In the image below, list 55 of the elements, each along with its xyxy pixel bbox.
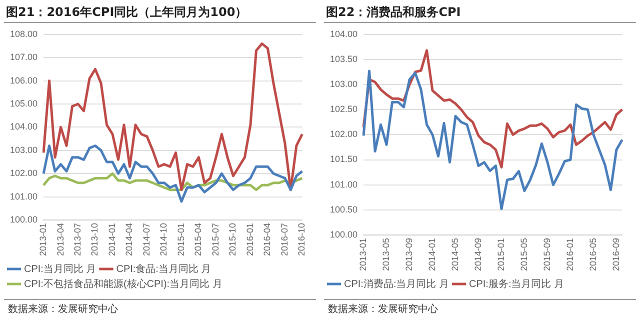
y-tick-label: 105.00	[10, 98, 38, 108]
y-tick-label: 104.00	[10, 122, 38, 132]
y-tick-label: 107.00	[10, 52, 38, 62]
x-tick-label: 2015-07	[210, 222, 220, 256]
x-tick-label: 2015-09	[542, 238, 552, 271]
x-tick-label: 2013-04	[55, 222, 66, 256]
x-tick-label: 2015-04	[193, 222, 204, 256]
source-note: 数据来源：发展研究中心	[4, 299, 316, 318]
x-tick-label: 2016-10	[296, 222, 307, 256]
x-tick-label: 2014-10	[158, 222, 169, 256]
x-tick-label: 2013-01	[38, 222, 48, 256]
y-tick-label: 100.00	[330, 229, 358, 240]
y-tick-label: 104.00	[330, 28, 358, 39]
x-tick-label: 2014-09	[472, 238, 483, 271]
x-tick-label: 2014-04	[124, 222, 134, 256]
x-tick-label: 2016-01	[564, 238, 575, 271]
x-tick-label: 2013-10	[90, 222, 100, 256]
legend-label: CPI:消费品:当月同比 月	[344, 278, 450, 290]
y-tick-label: 102.00	[330, 129, 358, 140]
source-note: 数据来源：发展研究中心	[324, 299, 636, 318]
x-tick-label: 2016-05	[588, 238, 598, 271]
y-tick-label: 101.00	[10, 191, 38, 202]
x-tick-label: 2013-05	[381, 238, 392, 271]
y-tick-label: 108.00	[10, 28, 38, 39]
y-tick-label: 103.50	[330, 54, 358, 64]
legend-label: CPI:服务:当月同比 月	[469, 278, 564, 290]
x-tick-label: 2016-01	[244, 222, 255, 256]
y-tick-label: 103.00	[10, 144, 38, 155]
chart-title: 图22：消费品和服务CPI	[324, 2, 636, 23]
x-tick-label: 2016-07	[279, 222, 290, 256]
x-tick-label: 2015-10	[228, 222, 238, 256]
x-tick-label: 2014-05	[450, 238, 460, 271]
y-tick-label: 101.50	[330, 154, 358, 164]
y-tick-label: 100.50	[330, 204, 358, 214]
x-tick-label: 2015-01	[176, 222, 186, 256]
x-tick-label: 2014-01	[426, 238, 437, 271]
x-tick-label: 2015-05	[518, 238, 529, 271]
x-tick-label: 2014-07	[141, 222, 152, 256]
chart-title: 图21：2016年CPI同比（上年同月为100）	[4, 2, 316, 23]
legend-label: CPI:不包括食品和能源(核心CPI):当月同比 月	[24, 278, 222, 290]
x-tick-label: 2016-04	[262, 222, 272, 256]
x-tick-label: 2013-01	[358, 238, 368, 271]
y-tick-label: 106.00	[10, 75, 38, 86]
x-tick-label: 2013-07	[72, 222, 82, 256]
x-tick-label: 2016-09	[610, 238, 621, 271]
x-tick-label: 2015-01	[496, 238, 506, 271]
x-tick-label: 2014-01	[106, 222, 117, 256]
legend-label: CPI:当月同比 月	[24, 262, 96, 275]
y-tick-label: 100.00	[10, 214, 38, 224]
y-tick-label: 103.00	[330, 79, 358, 90]
y-tick-label: 102.00	[10, 168, 38, 178]
y-tick-label: 101.00	[330, 179, 358, 190]
y-tick-label: 102.50	[330, 104, 358, 114]
x-tick-label: 2013-09	[404, 238, 414, 271]
legend-label: CPI:食品:当月同比 月	[116, 262, 212, 275]
